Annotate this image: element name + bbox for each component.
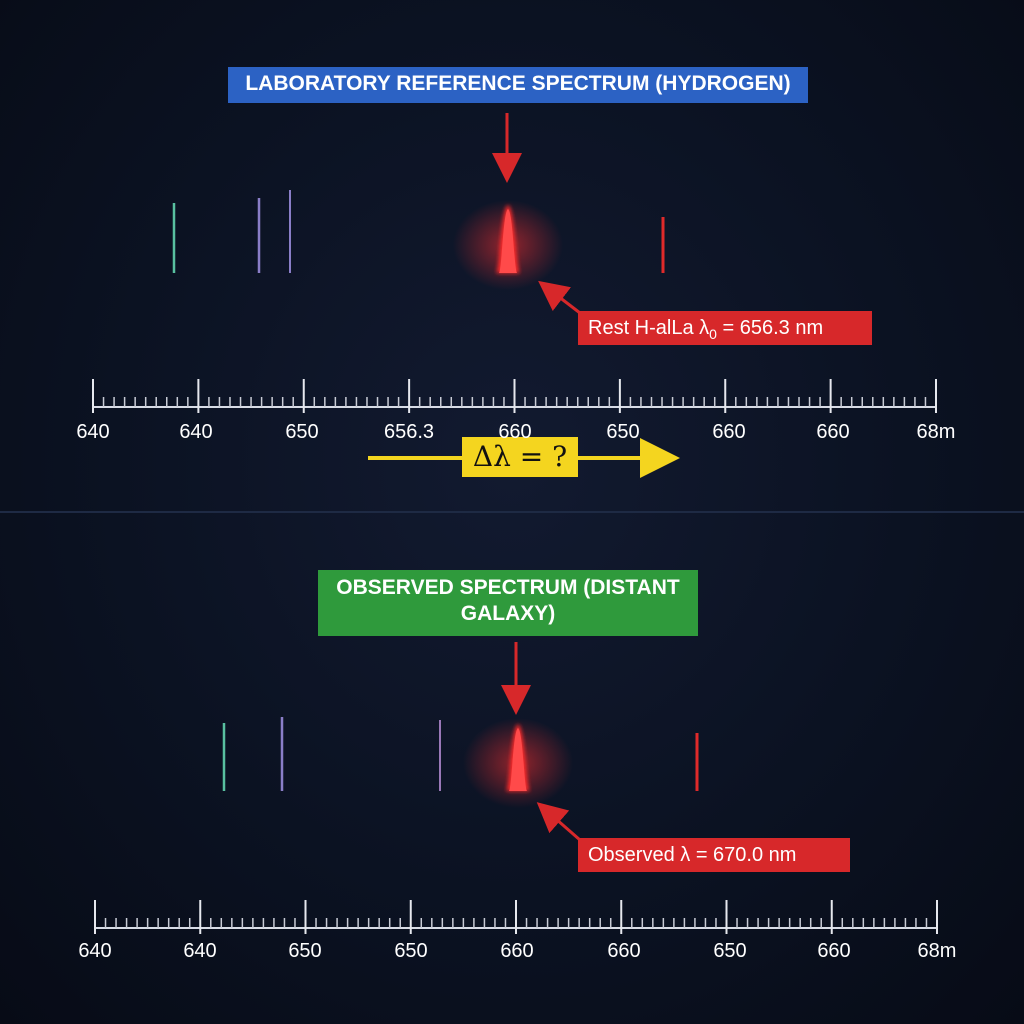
axis-label-top: 650	[285, 421, 319, 443]
axis-label-bottom: 640	[78, 940, 112, 962]
observed-title-line1: OBSERVED SPECTRUM (DISTANT	[336, 576, 680, 599]
wavelength-axis-top	[92, 379, 937, 413]
rest-label-text: Rest H-alLa λ	[588, 317, 710, 339]
axis-label-top: 660	[498, 421, 532, 443]
axis-label-bottom: 660	[817, 940, 851, 962]
diagonal-arrow-icon	[538, 280, 581, 315]
axis-label-bottom: 650	[713, 940, 747, 962]
axis-label-top: 656.3	[383, 421, 435, 443]
axis-label-bottom: 650	[288, 940, 322, 962]
axis-label-bottom: 660	[500, 940, 534, 962]
panel-divider	[0, 511, 1024, 513]
reference-spectrum	[92, 190, 925, 290]
rest-label-subscript: 0	[709, 326, 717, 342]
axis-label-top: 640	[179, 421, 213, 443]
axis-label-bottom: 640	[183, 940, 217, 962]
wavelength-axis-bottom	[94, 900, 938, 934]
observed-wavelength-label: Observed λ = 670.0 nm	[578, 838, 850, 872]
reference-spectrum-title: LABORATORY REFERENCE SPECTRUM (HYDROGEN)	[228, 67, 808, 103]
axis-label-top: 650	[606, 421, 640, 443]
observed-spectrum-title: OBSERVED SPECTRUM (DISTANT GALAXY)	[318, 570, 698, 636]
observed-title-line2: GALAXY)	[460, 602, 556, 625]
diagonal-arrow-icon	[536, 802, 581, 842]
observed-spectrum	[92, 717, 978, 808]
axis-label-bottom: 650	[394, 940, 428, 962]
axis-label-top: 68m	[916, 421, 956, 443]
axis-label-bottom: 68m	[917, 940, 957, 962]
axis-label-top: 660	[816, 421, 850, 443]
delta-lambda-label: Δλ = ?	[462, 437, 578, 477]
axis-label-bottom: 660	[607, 940, 641, 962]
axis-label-top: 640	[76, 421, 110, 443]
rest-label-value: = 656.3 nm	[716, 317, 824, 339]
rest-wavelength-label: Rest H-alLa λ0 = 656.3 nm	[578, 311, 872, 345]
axis-label-top: 660	[712, 421, 746, 443]
